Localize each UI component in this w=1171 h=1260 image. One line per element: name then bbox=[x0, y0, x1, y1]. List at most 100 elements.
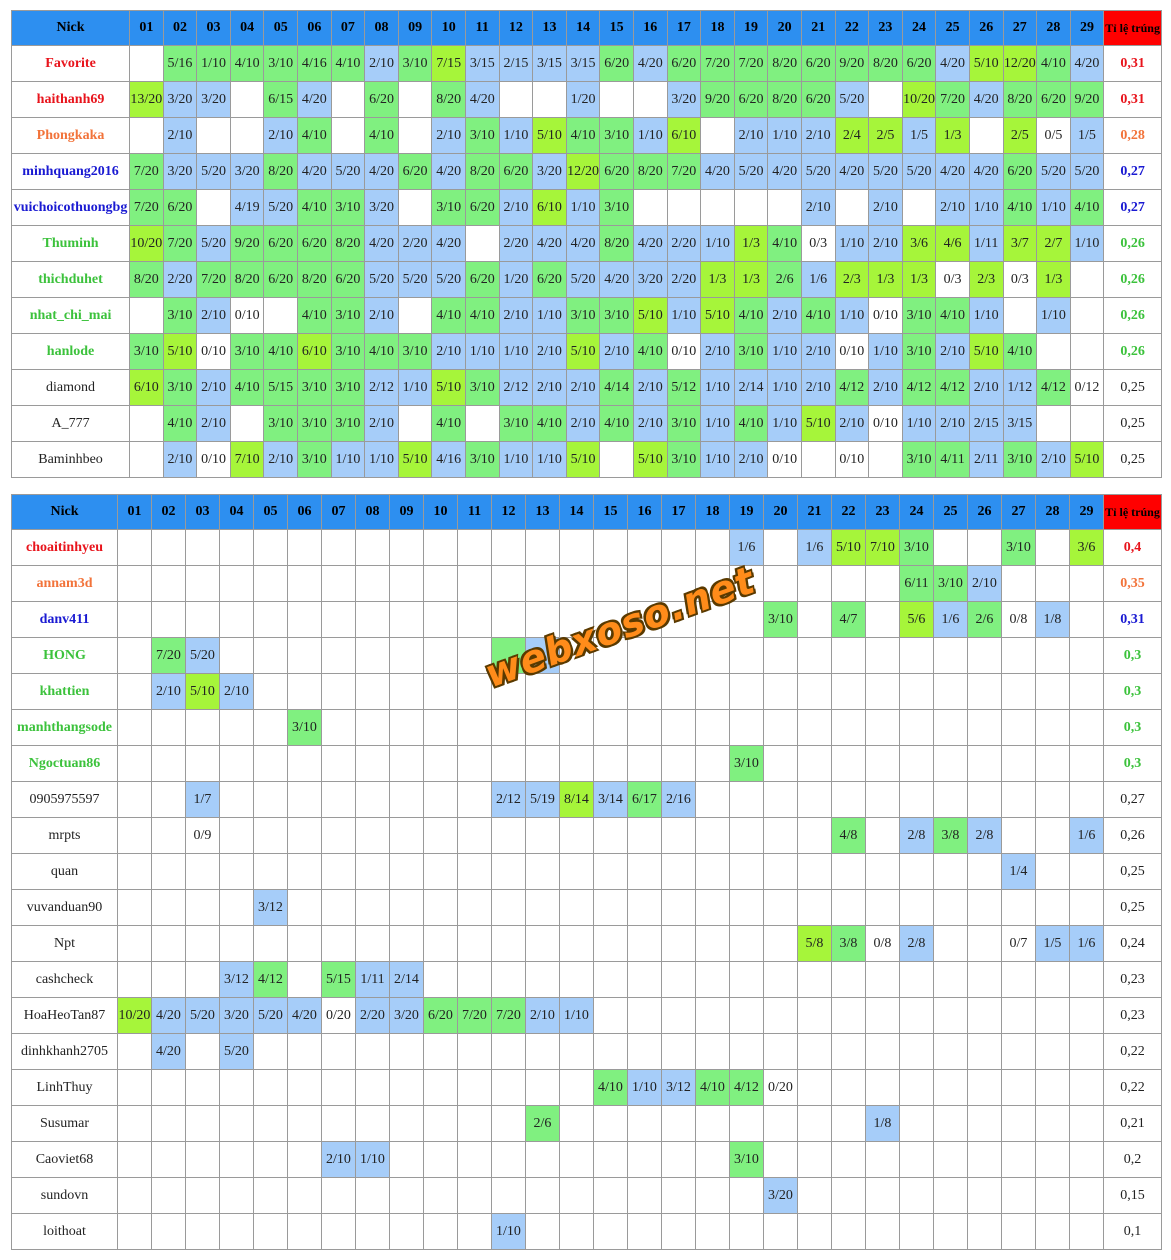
day-cell bbox=[1069, 889, 1104, 926]
header-day-14: 14 bbox=[559, 494, 594, 530]
day-cell: 1/10 bbox=[565, 189, 601, 226]
nick-cell[interactable]: 0905975597 bbox=[11, 781, 118, 818]
day-cell bbox=[1069, 333, 1105, 370]
day-cell bbox=[423, 961, 458, 998]
day-cell: 3/10 bbox=[297, 369, 332, 406]
header-day-04: 04 bbox=[229, 10, 265, 46]
day-cell bbox=[763, 925, 798, 962]
day-cell: 3/20 bbox=[196, 81, 231, 118]
nick-cell[interactable]: mrpts bbox=[11, 817, 118, 854]
nick-cell[interactable]: sundovn bbox=[11, 1177, 118, 1214]
day-cell bbox=[185, 529, 220, 566]
nick-cell[interactable]: Caoviet68 bbox=[11, 1141, 118, 1178]
day-cell: 1/10 bbox=[700, 225, 735, 262]
day-cell bbox=[559, 961, 594, 998]
day-cell bbox=[355, 1213, 390, 1250]
day-cell: 2/10 bbox=[162, 117, 198, 154]
day-cell bbox=[355, 745, 390, 782]
day-cell: 8/20 bbox=[229, 261, 265, 298]
day-cell: 4/10 bbox=[229, 369, 265, 406]
day-cell bbox=[967, 1033, 1002, 1070]
nick-cell[interactable]: choaitinhyeu bbox=[11, 529, 118, 566]
nick-cell[interactable]: khattien bbox=[11, 673, 118, 710]
day-cell bbox=[321, 529, 356, 566]
day-cell bbox=[797, 1105, 832, 1142]
stats-table-top: Nick 01 02 03 04 05 06 07 08 09 10 11 12 13 14 15 16 17 18… bbox=[10, 10, 1162, 478]
day-cell: 1/6 bbox=[797, 529, 832, 566]
nick-cell[interactable]: HONG bbox=[11, 637, 118, 674]
day-cell: 2/5 bbox=[1002, 117, 1038, 154]
day-cell bbox=[219, 709, 254, 746]
nick-cell[interactable]: dinhkhanh2705 bbox=[11, 1033, 118, 1070]
day-cell: 5/20 bbox=[330, 153, 366, 190]
day-cell bbox=[559, 889, 594, 926]
table-row: Favorite 5/16 1/10 4/10 3/10 4/16 4/10 2/10 3/10… bbox=[10, 45, 1162, 82]
nick-cell[interactable]: LinhThuy bbox=[11, 1069, 118, 1106]
day-cell bbox=[1001, 1213, 1036, 1250]
day-cell bbox=[151, 1213, 186, 1250]
day-cell bbox=[457, 637, 492, 674]
nick-cell[interactable]: vuvanduan90 bbox=[11, 889, 118, 926]
nick-cell[interactable]: Thuminh bbox=[10, 225, 131, 262]
day-cell bbox=[695, 673, 730, 710]
day-cell: 3/10 bbox=[599, 189, 634, 226]
nick-cell[interactable]: minhquang2016 bbox=[10, 153, 131, 190]
day-cell bbox=[129, 441, 164, 478]
nick-cell[interactable]: nhat_chi_mai bbox=[10, 297, 131, 334]
day-cell bbox=[151, 781, 186, 818]
day-cell bbox=[321, 781, 356, 818]
day-cell bbox=[287, 925, 322, 962]
day-cell bbox=[1001, 1177, 1036, 1214]
day-cell bbox=[661, 529, 696, 566]
day-cell bbox=[491, 961, 526, 998]
day-cell bbox=[321, 1177, 356, 1214]
day-cell bbox=[1001, 1105, 1036, 1142]
day-cell: 1/10 bbox=[627, 1069, 662, 1106]
nick-cell[interactable]: thichduhet bbox=[10, 261, 131, 298]
nick-cell[interactable]: loithoat bbox=[11, 1213, 118, 1250]
day-cell: 2/20 bbox=[162, 261, 198, 298]
nick-cell[interactable]: manhthangsode bbox=[11, 709, 118, 746]
day-cell bbox=[1035, 961, 1070, 998]
day-cell bbox=[525, 565, 560, 602]
nick-cell[interactable]: hanlode bbox=[10, 333, 131, 370]
day-cell bbox=[457, 601, 492, 638]
nick-cell[interactable]: cashcheck bbox=[11, 961, 118, 998]
day-cell bbox=[423, 889, 458, 926]
nick-cell[interactable]: Favorite bbox=[10, 45, 131, 82]
day-cell bbox=[729, 781, 764, 818]
nick-cell[interactable]: Npt bbox=[11, 925, 118, 962]
day-cell bbox=[397, 405, 433, 442]
nick-cell[interactable]: vuichoicothuongbg bbox=[10, 189, 131, 226]
nick-cell[interactable]: HoaHeoTan87 bbox=[11, 997, 118, 1034]
nick-cell[interactable]: A_777 bbox=[10, 405, 131, 442]
day-cell bbox=[797, 745, 832, 782]
day-cell: 4/10 bbox=[431, 405, 466, 442]
day-cell: 6/20 bbox=[532, 261, 567, 298]
day-cell: 2/4 bbox=[834, 117, 870, 154]
day-cell: 3/20 bbox=[532, 153, 567, 190]
nick-cell[interactable]: Susumar bbox=[11, 1105, 118, 1142]
nick-cell[interactable]: annam3d bbox=[11, 565, 118, 602]
day-cell: 0/10 bbox=[834, 441, 870, 478]
day-cell: 2/10 bbox=[364, 45, 399, 82]
day-cell: 10/20 bbox=[901, 81, 937, 118]
day-cell: 6/20 bbox=[162, 189, 198, 226]
nick-cell[interactable]: quan bbox=[11, 853, 118, 890]
day-cell bbox=[865, 601, 900, 638]
table-row: HoaHeoTan87 10/20 4/20 5/20 3/20 5/20 4/20 0/20… bbox=[11, 997, 1162, 1034]
day-cell bbox=[831, 889, 866, 926]
day-cell bbox=[457, 781, 492, 818]
nick-cell[interactable]: Baminhbeo bbox=[10, 441, 131, 478]
day-cell bbox=[797, 817, 832, 854]
day-cell bbox=[321, 925, 356, 962]
nick-cell[interactable]: Ngoctuan86 bbox=[11, 745, 118, 782]
day-cell: 4/20 bbox=[532, 225, 567, 262]
nick-cell[interactable]: haithanh69 bbox=[10, 81, 131, 118]
nick-cell[interactable]: danv411 bbox=[11, 601, 118, 638]
nick-cell[interactable]: Phongkaka bbox=[10, 117, 131, 154]
day-cell: 1/8 bbox=[1035, 601, 1070, 638]
day-cell: 3/10 bbox=[901, 333, 937, 370]
day-cell bbox=[1001, 673, 1036, 710]
nick-cell[interactable]: diamond bbox=[10, 369, 131, 406]
